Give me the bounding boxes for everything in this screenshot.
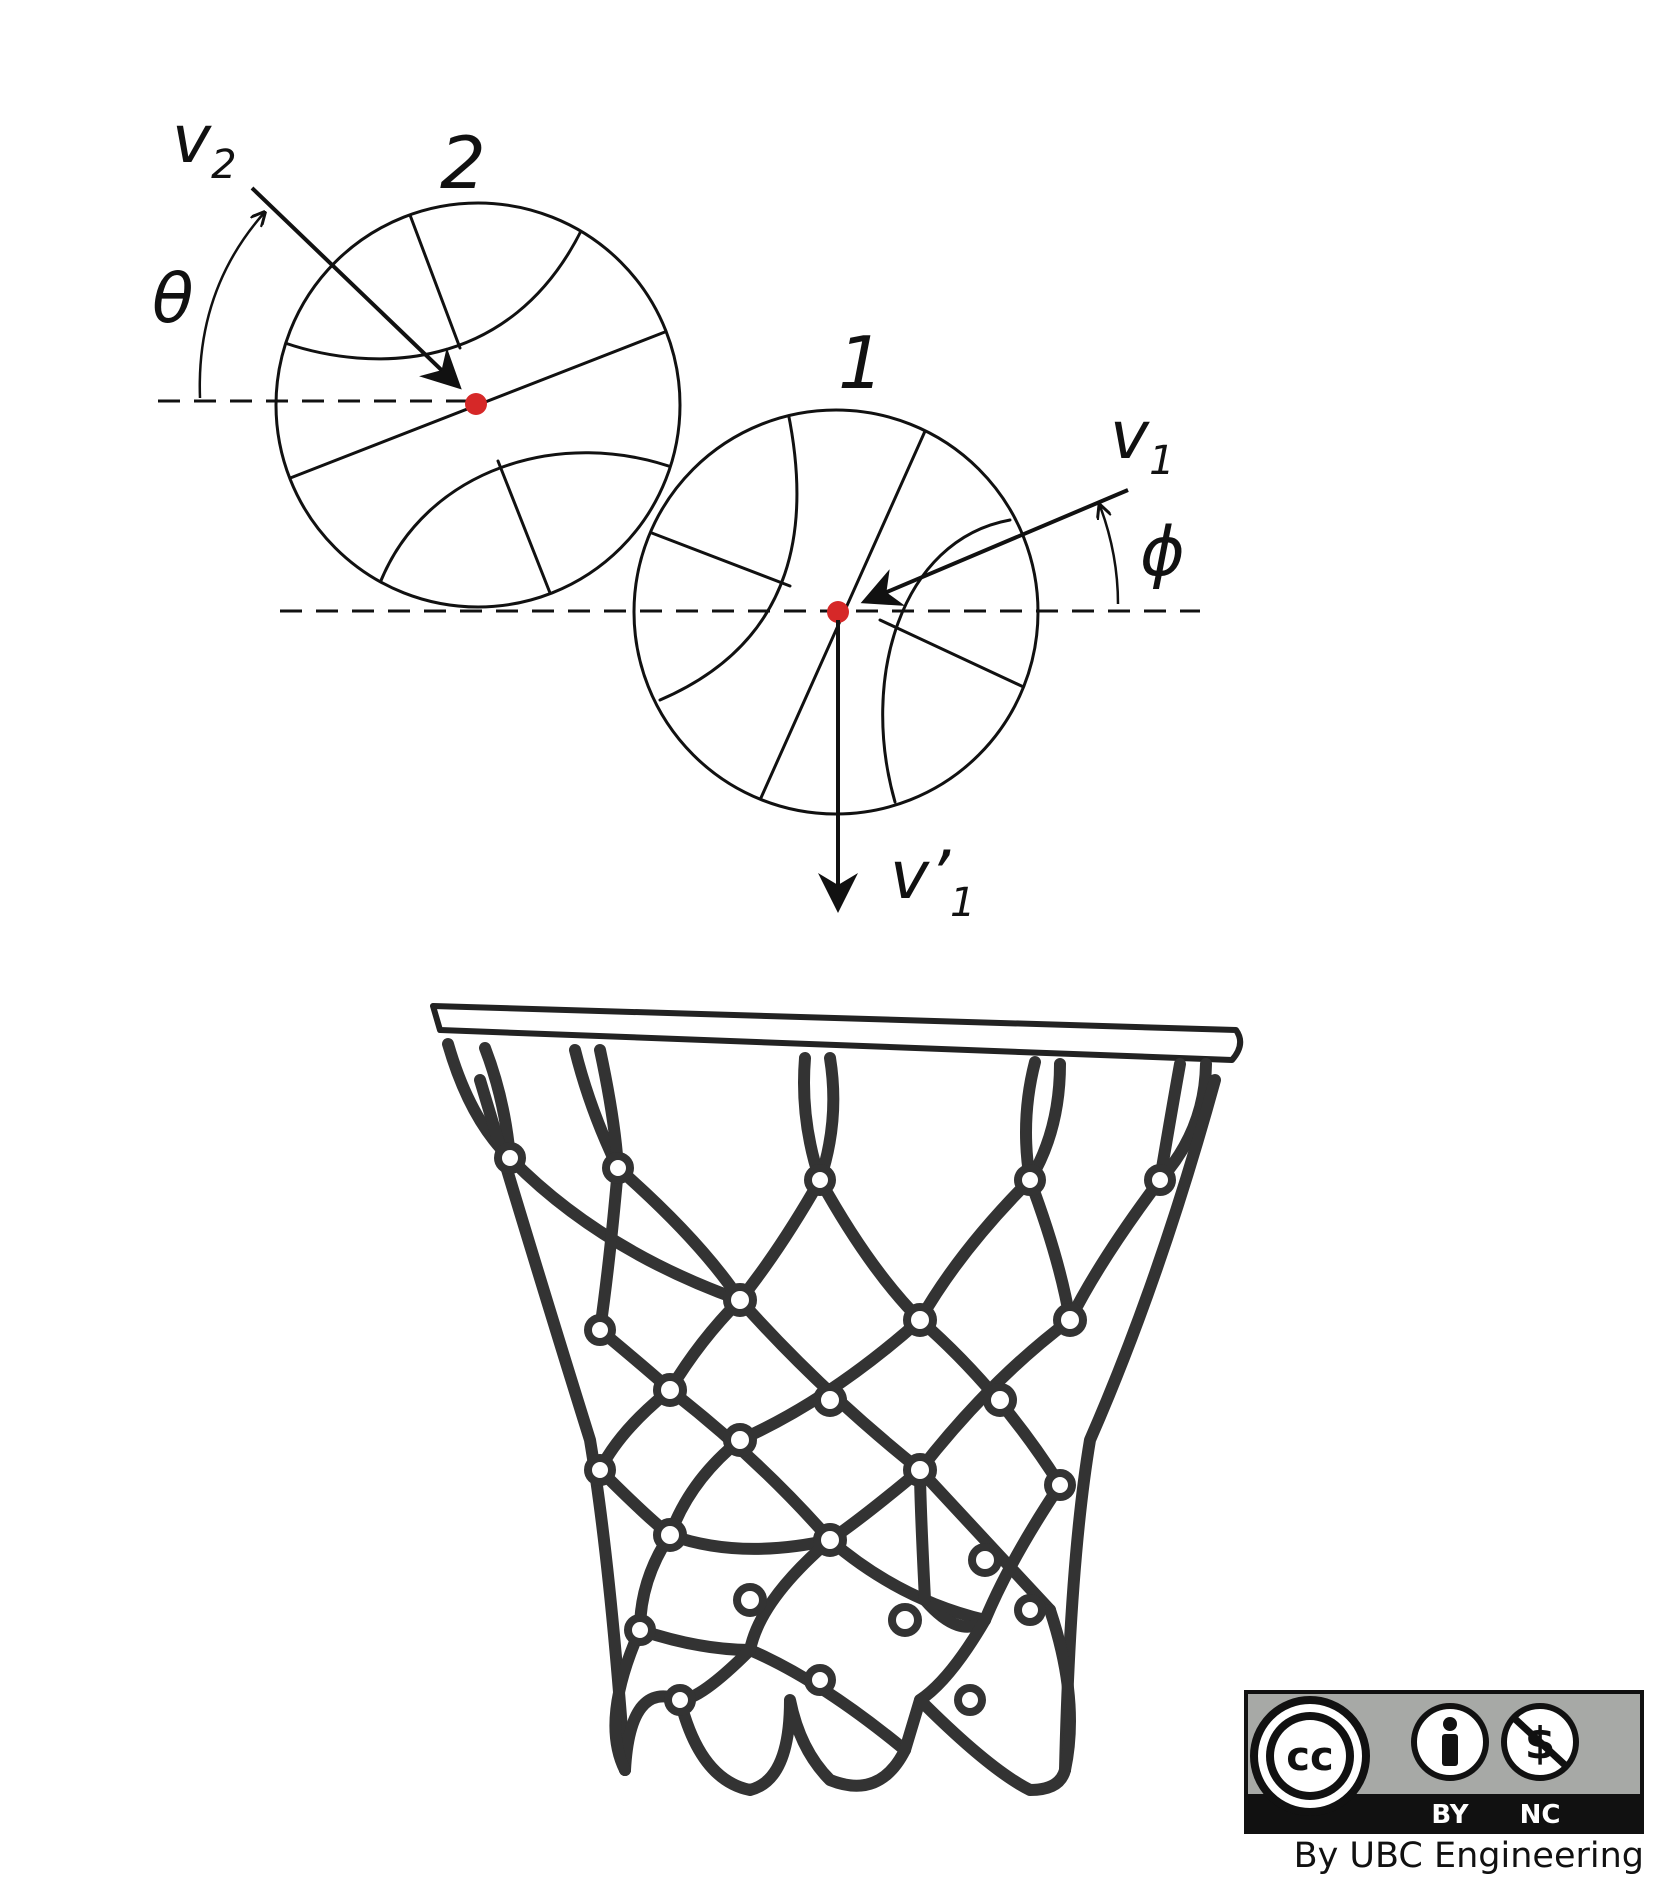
- ball-1-seam: [658, 410, 799, 702]
- v1-prime-subscript: 1: [950, 880, 975, 926]
- v1-prime-label: v’1: [890, 837, 976, 926]
- ball-2-label: 2: [440, 121, 486, 205]
- v1-velocity-arrow: [860, 488, 1129, 606]
- license-nc-label: NC: [1520, 1800, 1561, 1830]
- v2-label: v2: [172, 101, 237, 188]
- ball-2-seam: [378, 451, 680, 585]
- v1-prime-symbol: v’: [890, 837, 951, 914]
- non-commercial-icon: $: [1501, 1703, 1579, 1781]
- ball-2-seam: [283, 227, 584, 361]
- cc-icon-text: cc: [1286, 1734, 1333, 1780]
- phi-angle-arc: [1100, 506, 1120, 605]
- attribution-icon: [1411, 1703, 1489, 1781]
- ball-1-seam: [642, 528, 792, 588]
- v2-symbol: v: [172, 101, 212, 178]
- ball-2-seam: [496, 459, 554, 600]
- basketball-hoop: [430, 1003, 1244, 1796]
- hoop-net: [442, 1038, 1221, 1796]
- license-badge: cc $ BY NC By UBC Engineering: [1244, 1690, 1644, 1880]
- license-by-label: BY: [1431, 1800, 1469, 1830]
- ball-2-center-point: [465, 393, 487, 415]
- ball-1-seam: [878, 618, 1032, 692]
- v1-symbol: v: [1110, 397, 1150, 474]
- v1-subscript: 1: [1149, 438, 1174, 484]
- ball-1-seam: [881, 518, 1012, 804]
- v1-label: v1: [1110, 397, 1175, 484]
- hoop-rim: [430, 1003, 1244, 1063]
- license-credit: By UBC Engineering: [1293, 1836, 1644, 1876]
- ball-2-seam: [408, 213, 462, 350]
- ball-2-outline: [274, 201, 682, 609]
- ball-2: [274, 201, 682, 609]
- cc-icon: cc: [1250, 1696, 1370, 1816]
- v2-subscript: 2: [211, 142, 236, 188]
- theta-label: θ: [152, 260, 194, 339]
- v2-velocity-arrow: [250, 186, 462, 390]
- phi-label: ϕ: [1140, 513, 1185, 592]
- cc-by-nc-logo: cc $ BY NC: [1244, 1690, 1644, 1834]
- ball-1-label: 1: [838, 321, 884, 405]
- ball-1-center-point: [827, 601, 849, 623]
- theta-angle-arc: [198, 213, 264, 399]
